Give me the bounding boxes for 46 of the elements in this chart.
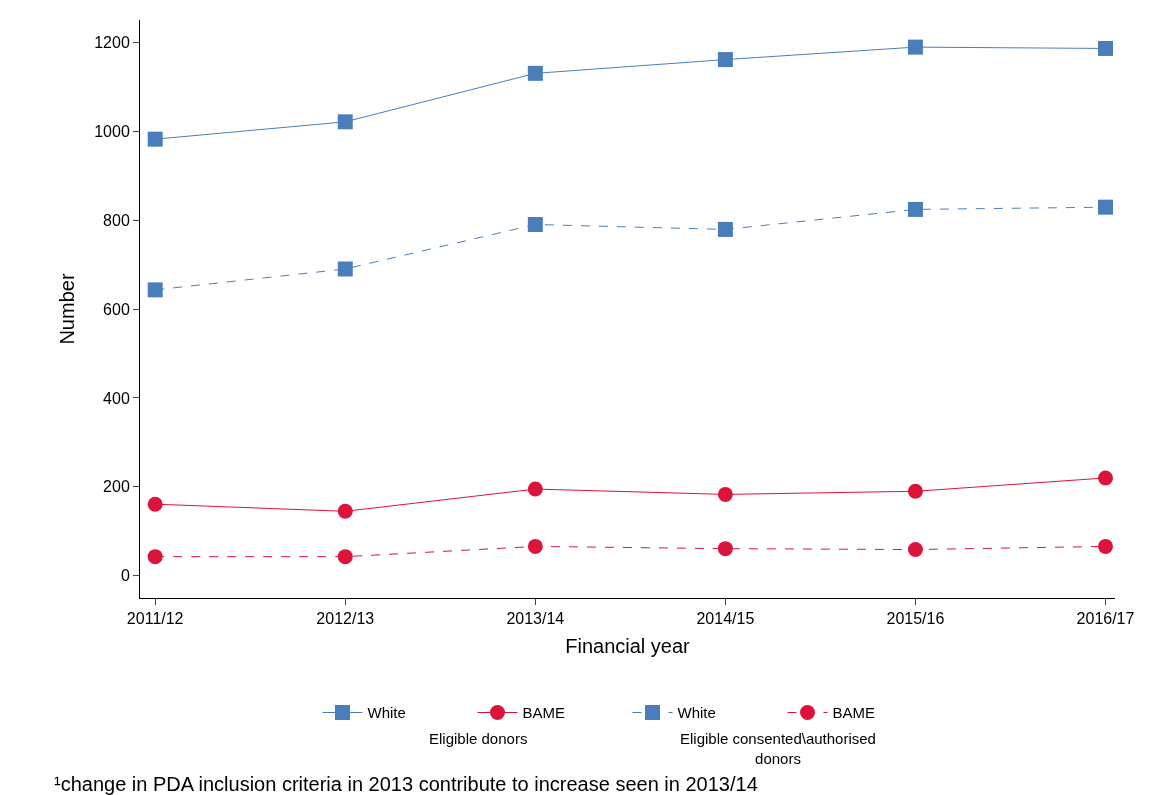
y-tick-label: 1200 [94, 33, 130, 51]
text: ¹change in PDA inclusion criteria in 2013 contribute to increase seen in 2013/14 [54, 773, 758, 795]
x-tick-label: 2013/14 [506, 610, 565, 628]
x-tick-label: 2016/17 [1076, 610, 1135, 628]
point [147, 496, 163, 512]
point [527, 217, 543, 233]
point [907, 201, 923, 217]
point [717, 541, 733, 557]
point [907, 542, 923, 558]
point [527, 538, 543, 554]
y-tick-label: 600 [103, 300, 130, 318]
x-axis-title: Financial year [565, 634, 691, 657]
legend-label: White [367, 704, 406, 722]
point [1098, 40, 1113, 56]
x-tick-label: 2011/12 [126, 610, 184, 628]
y-axis-title: Number [55, 273, 78, 345]
point [1098, 199, 1113, 215]
text: Eligible donors [429, 730, 528, 747]
point [337, 549, 353, 565]
point [147, 282, 163, 298]
y-tick-label: 400 [103, 389, 130, 407]
point [1098, 470, 1113, 486]
y-tick-label: 1000 [94, 122, 130, 140]
legend-label: BAME [522, 704, 566, 722]
x-tick-label: 2014/15 [696, 610, 755, 628]
point [1098, 538, 1113, 554]
y-tick-label: 0 [120, 567, 130, 585]
point [717, 486, 733, 502]
point [717, 221, 733, 237]
text: Eligible consented\authorised donors [680, 730, 876, 767]
x-tick-label: 2015/16 [886, 610, 945, 628]
point [717, 52, 733, 68]
point [907, 39, 923, 55]
point [527, 481, 543, 497]
y-tick-label: 800 [103, 211, 130, 229]
point [907, 483, 923, 499]
legend-label: BAME [832, 704, 876, 722]
point [527, 65, 543, 81]
x-tick-label: 2012/13 [316, 610, 375, 628]
point [147, 131, 163, 147]
y-tick-label: 200 [103, 478, 130, 496]
point [337, 503, 353, 519]
point [337, 114, 353, 130]
point [147, 549, 163, 565]
point [337, 261, 353, 277]
legend-label: White [677, 704, 716, 722]
